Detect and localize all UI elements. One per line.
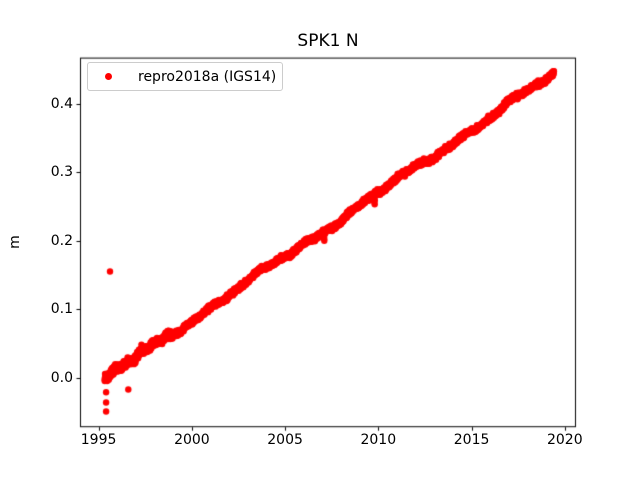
x-tick-label: 2020 — [546, 432, 583, 448]
x-tick-label: 1995 — [80, 432, 117, 448]
x-tick-label: 2000 — [174, 432, 210, 448]
y-tick-label: 0.2 — [50, 232, 73, 249]
x-tick-label: 2015 — [453, 432, 490, 448]
y-axis-label: m — [7, 235, 23, 249]
y-tick-label: 0.4 — [50, 95, 73, 112]
legend-marker-dot-icon — [105, 73, 112, 80]
chart-title: SPK1 N — [297, 31, 359, 51]
y-tick-label: 0.1 — [50, 301, 73, 318]
y-tick-label: 0.3 — [50, 164, 73, 181]
x-tick-label: 2005 — [267, 432, 303, 448]
y-tick-label: 0.0 — [50, 369, 73, 386]
legend: repro2018a (IGS14) — [87, 62, 283, 91]
x-tick-label: 2010 — [360, 432, 397, 448]
legend-label: repro2018a (IGS14) — [138, 68, 277, 85]
